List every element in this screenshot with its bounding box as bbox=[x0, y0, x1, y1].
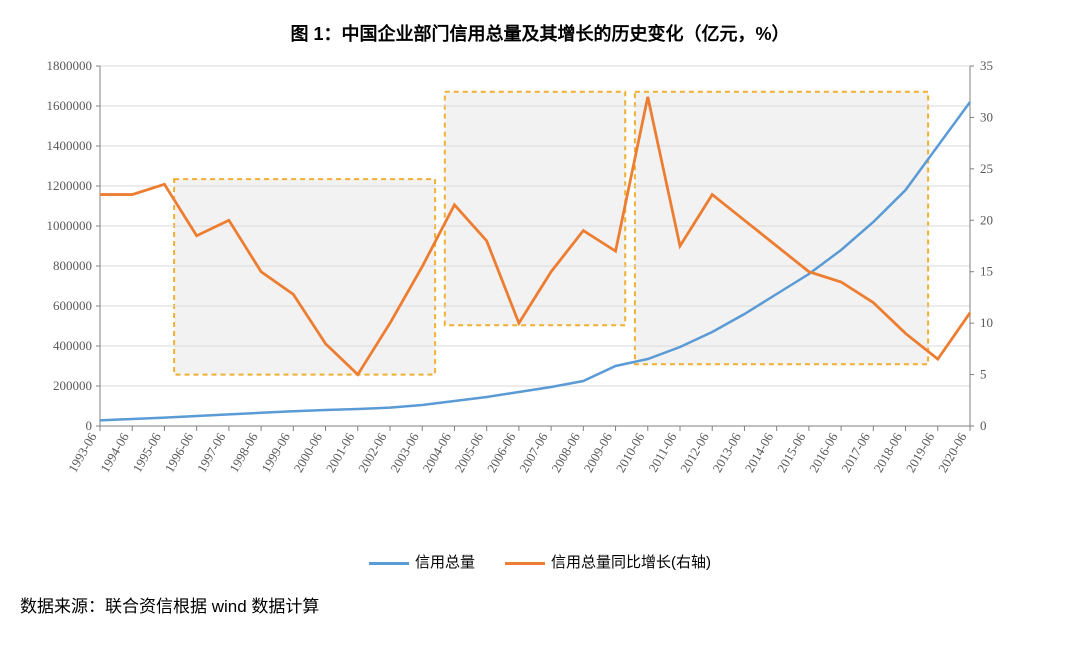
x-tick-label: 2014-06 bbox=[742, 430, 777, 475]
legend-item: 信用总量同比增长(右轴) bbox=[505, 551, 711, 572]
y2-tick-label: 20 bbox=[980, 212, 993, 227]
y2-tick-label: 10 bbox=[980, 315, 993, 330]
chart-container: 图 1：中国企业部门信用总量及其增长的历史变化（亿元，%） 0 200000 400… bbox=[20, 20, 1060, 617]
highlight-box bbox=[445, 92, 625, 325]
x-tick-label: 2013-06 bbox=[709, 430, 744, 475]
y2-tick-label: 15 bbox=[980, 264, 993, 279]
y1-tick-label: 1000000 bbox=[47, 218, 93, 233]
y1-tick-label: 1400000 bbox=[47, 138, 93, 153]
x-tick-label: 1999-06 bbox=[258, 430, 293, 475]
highlight-box bbox=[174, 179, 435, 374]
x-tick-label: 2012-06 bbox=[677, 430, 712, 475]
legend-swatch bbox=[505, 562, 545, 565]
y2-tick-label: 5 bbox=[980, 367, 987, 382]
x-tick-label: 2003-06 bbox=[387, 430, 422, 475]
y1-tick-label: 400000 bbox=[53, 338, 92, 353]
x-tick-label: 2006-06 bbox=[484, 430, 519, 475]
y1-tick-label: 200000 bbox=[53, 378, 92, 393]
x-tick-label: 2018-06 bbox=[870, 430, 905, 475]
chart-body: 0 200000 400000 600000 800000 1000000 1200000 1… bbox=[20, 56, 1060, 491]
x-tick-label: 2005-06 bbox=[452, 430, 487, 475]
legend: 信用总量 信用总量同比增长(右轴) bbox=[20, 551, 1060, 572]
x-tick-label: 2017-06 bbox=[838, 430, 873, 475]
y1-tick-label: 800000 bbox=[53, 258, 92, 273]
x-tick-label: 1998-06 bbox=[226, 430, 261, 475]
x-tick-label: 2011-06 bbox=[645, 430, 680, 475]
x-tick-label: 2008-06 bbox=[548, 430, 583, 475]
chart-title: 图 1：中国企业部门信用总量及其增长的历史变化（亿元，%） bbox=[20, 20, 1060, 46]
x-tick-label: 2004-06 bbox=[419, 430, 454, 475]
x-tick-label: 2019-06 bbox=[903, 430, 938, 475]
y1-tick-label: 1200000 bbox=[47, 178, 93, 193]
x-tick-label: 1994-06 bbox=[97, 430, 132, 475]
x-tick-label: 2007-06 bbox=[516, 430, 551, 475]
y2-tick-label: 25 bbox=[980, 161, 993, 176]
x-tick-label: 2010-06 bbox=[613, 430, 648, 475]
y1-tick-label: 1800000 bbox=[47, 58, 93, 73]
chart-svg: 0 200000 400000 600000 800000 1000000 1200000 1… bbox=[20, 56, 1020, 486]
x-tick-label: 2002-06 bbox=[355, 430, 390, 475]
highlight-box bbox=[635, 92, 928, 365]
source-text: 数据来源：联合资信根据 wind 数据计算 bbox=[20, 592, 1060, 617]
x-tick-label: 1997-06 bbox=[194, 430, 229, 475]
x-tick-label: 1993-06 bbox=[65, 430, 100, 475]
x-tick-label: 2000-06 bbox=[290, 430, 325, 475]
x-tick-label: 2009-06 bbox=[580, 430, 615, 475]
y1-tick-label: 600000 bbox=[53, 298, 92, 313]
x-tick-label: 1995-06 bbox=[129, 430, 164, 475]
y2-tick-label: 30 bbox=[980, 109, 993, 124]
legend-item: 信用总量 bbox=[369, 551, 475, 572]
y2-tick-label: 35 bbox=[980, 58, 993, 73]
x-tick-label: 1996-06 bbox=[162, 430, 197, 475]
y2-tick-label: 0 bbox=[980, 418, 987, 433]
x-tick-label: 2020-06 bbox=[935, 430, 970, 475]
x-tick-label: 2001-06 bbox=[323, 430, 358, 475]
y1-tick-label: 1600000 bbox=[47, 98, 93, 113]
x-tick-label: 2016-06 bbox=[806, 430, 841, 475]
x-tick-label: 2015-06 bbox=[774, 430, 809, 475]
legend-label: 信用总量 bbox=[415, 554, 475, 571]
legend-label: 信用总量同比增长(右轴) bbox=[551, 554, 711, 571]
legend-swatch bbox=[369, 562, 409, 565]
